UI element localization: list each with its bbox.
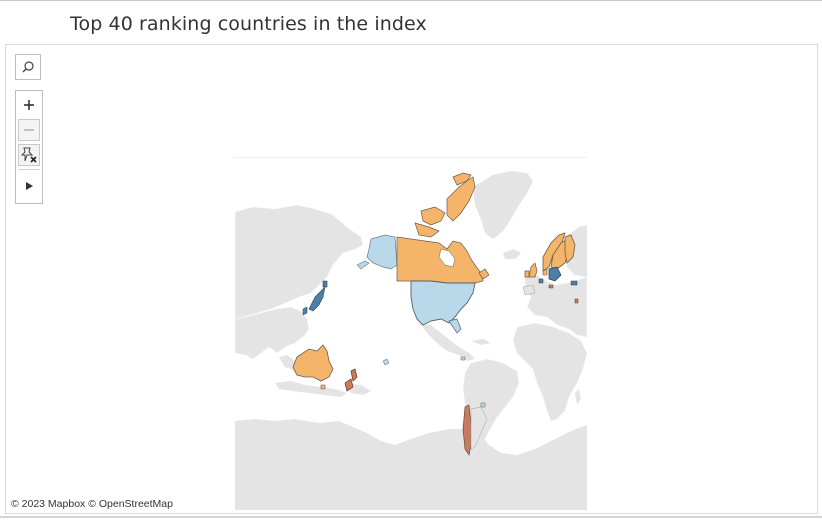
country-uk[interactable] [528, 262, 538, 278]
country-netherlands[interactable] [538, 278, 544, 284]
country-canada-hudson-west[interactable] [414, 222, 440, 238]
country-argentina[interactable] [470, 406, 488, 450]
country-japan[interactable] [308, 286, 326, 312]
country-spain[interactable] [522, 284, 536, 296]
land-africa [512, 322, 587, 422]
country-uruguay[interactable] [480, 402, 486, 408]
country-switzerland[interactable] [548, 284, 554, 289]
country-canada-newfoundland[interactable] [478, 268, 490, 280]
map-attribution[interactable]: © 2023 Mapbox © OpenStreetMap [11, 498, 173, 510]
country-australia[interactable] [292, 344, 334, 382]
country-finland[interactable] [564, 234, 576, 264]
zoom-in-button[interactable] [18, 94, 40, 116]
country-canada-ellesmere[interactable] [452, 172, 472, 186]
plus-icon [24, 100, 34, 110]
reset-map-button[interactable] [18, 144, 40, 166]
expand-toolbar-button[interactable] [18, 175, 40, 197]
page-title: Top 40 ranking countries in the index [70, 13, 427, 35]
land-north-asia [235, 204, 364, 320]
country-chile[interactable] [462, 404, 472, 456]
land-greenland [473, 171, 533, 239]
zoom-controls [15, 90, 43, 204]
country-australia-tasmania[interactable] [320, 384, 326, 390]
land-europe [524, 274, 587, 338]
toolbar-divider [18, 169, 40, 170]
country-alaska[interactable] [366, 234, 398, 270]
play-icon [26, 182, 33, 190]
country-canada-arctic[interactable] [420, 206, 446, 226]
country-usa-hawaii[interactable] [382, 358, 390, 366]
country-denmark[interactable] [542, 268, 548, 276]
country-estonia[interactable] [570, 280, 578, 286]
zoom-out-button[interactable] [18, 119, 40, 141]
map-panel[interactable]: © 2023 Mapbox © OpenStreetMap [5, 44, 818, 514]
top-divider [0, 0, 822, 1]
world-map[interactable] [235, 157, 587, 510]
land-antarctica [235, 419, 587, 510]
land-iceland [503, 249, 521, 259]
hudson-bay [438, 248, 456, 268]
land-mexico [419, 323, 475, 361]
search-button[interactable] [15, 54, 41, 80]
country-germany[interactable] [548, 266, 562, 282]
land-indonesia [275, 381, 347, 397]
country-japan-north[interactable] [322, 280, 328, 288]
minus-icon [24, 129, 34, 131]
unpin-icon [20, 147, 37, 163]
search-icon [22, 61, 34, 73]
land-caribbean [471, 339, 491, 345]
country-costa-rica[interactable] [460, 356, 466, 361]
country-new-zealand-south[interactable] [344, 378, 354, 392]
land-madagascar [575, 389, 581, 405]
country-ireland[interactable] [524, 270, 530, 278]
country-israel[interactable] [574, 298, 579, 304]
country-south-korea[interactable] [302, 306, 308, 316]
map-toolbar [15, 54, 43, 204]
country-new-zealand[interactable] [350, 368, 358, 382]
country-usa-florida[interactable] [448, 318, 462, 334]
country-canada-baffin[interactable] [446, 176, 476, 222]
country-usa[interactable] [410, 280, 476, 326]
country-canada[interactable] [396, 236, 484, 286]
bottom-divider [0, 516, 822, 518]
land-south-asia [235, 306, 310, 360]
country-alaska-chain[interactable] [356, 260, 370, 270]
